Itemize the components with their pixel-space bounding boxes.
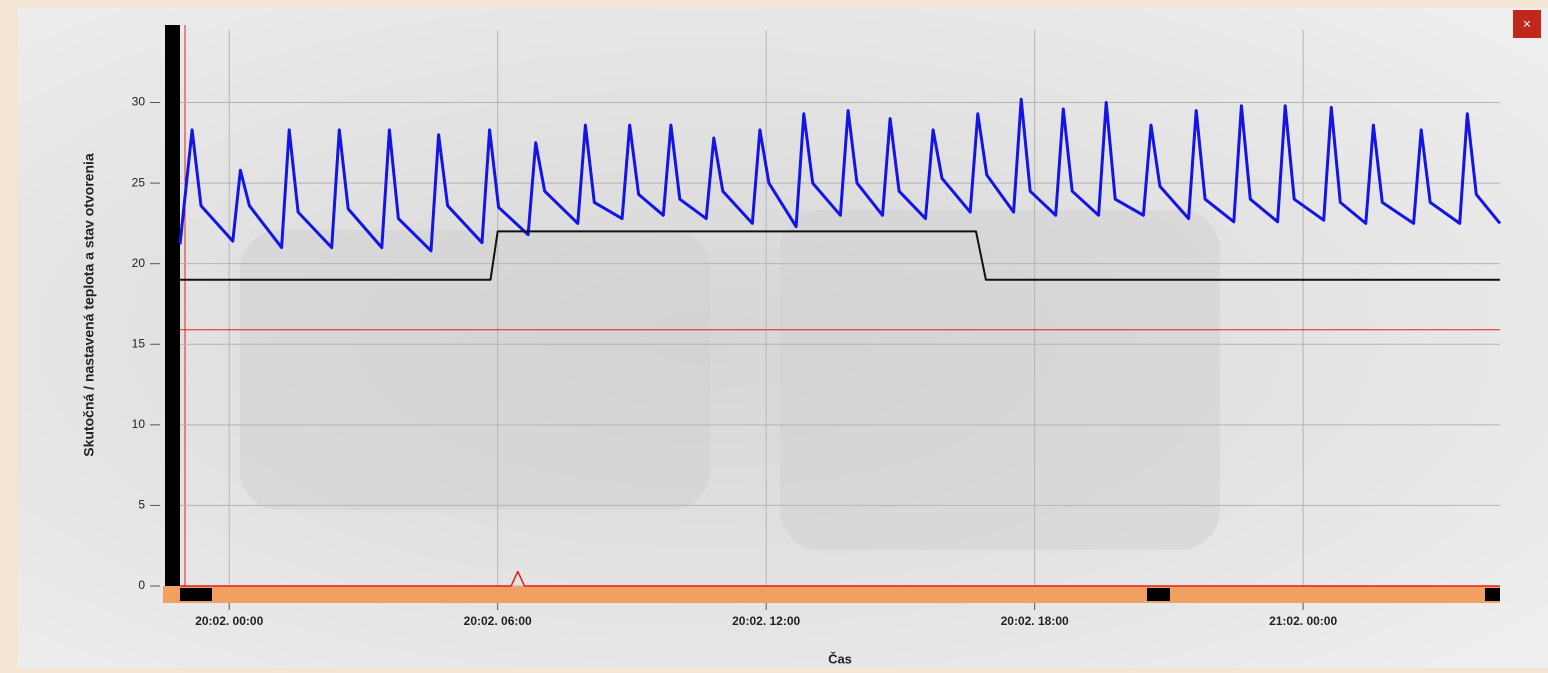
vertical-scrollbar[interactable] bbox=[165, 25, 180, 586]
x-axis-label: Čas bbox=[828, 651, 852, 666]
background-image bbox=[240, 230, 710, 510]
y-tick-label: 30 bbox=[132, 95, 146, 109]
scroll-thumb[interactable] bbox=[1147, 588, 1170, 601]
y-tick-label: 25 bbox=[132, 175, 146, 189]
x-tick-label: 20:02. 12:00 bbox=[732, 614, 800, 628]
x-tick-label: 20:02. 06:00 bbox=[464, 614, 532, 628]
scroll-button[interactable] bbox=[1485, 588, 1500, 601]
y-tick-label: 20 bbox=[132, 256, 146, 270]
y-axis-label: Skutočná / nastavená teplota a stav otvo… bbox=[81, 153, 97, 457]
x-tick-label: 20:02. 00:00 bbox=[195, 614, 263, 628]
horizontal-scrollbar[interactable] bbox=[163, 586, 1500, 603]
chart-window: × Skutočná / nastavená teplota a stav ot… bbox=[0, 0, 1548, 668]
x-tick-label: 21:02. 00:00 bbox=[1269, 614, 1337, 628]
page: {"window": {"close_label": "×"}, "chart_… bbox=[0, 0, 1548, 668]
y-tick-label: 15 bbox=[132, 336, 146, 350]
y-tick-label: 5 bbox=[138, 498, 145, 512]
y-tick-label: 10 bbox=[132, 417, 146, 431]
scroll-button[interactable] bbox=[180, 588, 212, 601]
x-tick-label: 20:02. 18:00 bbox=[1001, 614, 1069, 628]
background-image bbox=[780, 210, 1220, 550]
y-tick-label: 0 bbox=[138, 578, 145, 592]
close-label[interactable]: × bbox=[1523, 16, 1531, 32]
